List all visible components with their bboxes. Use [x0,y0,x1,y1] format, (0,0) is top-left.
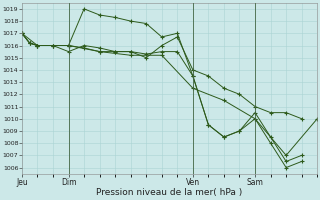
X-axis label: Pression niveau de la mer( hPa ): Pression niveau de la mer( hPa ) [96,188,243,197]
